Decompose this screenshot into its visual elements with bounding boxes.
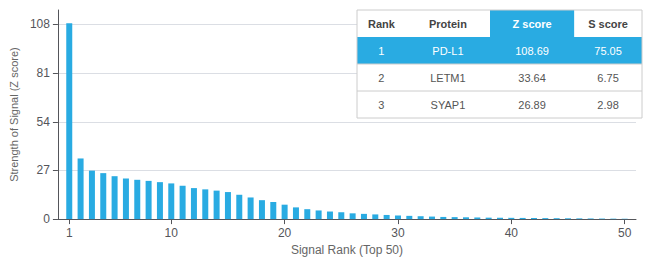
svg-text:Z score: Z score	[513, 18, 552, 30]
svg-text:54: 54	[37, 115, 51, 129]
svg-text:LETM1: LETM1	[430, 72, 465, 84]
svg-text:50: 50	[618, 226, 632, 240]
svg-text:Rank: Rank	[368, 18, 396, 30]
svg-text:108: 108	[30, 17, 50, 31]
svg-text:40: 40	[505, 226, 519, 240]
svg-text:6.75: 6.75	[597, 72, 618, 84]
svg-text:S score: S score	[588, 18, 628, 30]
svg-text:26.89: 26.89	[518, 99, 546, 111]
svg-text:108.69: 108.69	[515, 45, 549, 57]
svg-text:2: 2	[378, 72, 384, 84]
svg-text:33.64: 33.64	[518, 72, 546, 84]
svg-text:27: 27	[37, 163, 51, 177]
svg-text:PD-L1: PD-L1	[432, 45, 463, 57]
svg-text:Protein: Protein	[429, 18, 467, 30]
svg-text:2.98: 2.98	[597, 99, 618, 111]
svg-text:75.05: 75.05	[594, 45, 622, 57]
svg-text:20: 20	[278, 226, 292, 240]
svg-text:0: 0	[43, 212, 50, 226]
svg-text:Strength of Signal (Z score): Strength of Signal (Z score)	[8, 47, 20, 182]
svg-text:10: 10	[165, 226, 179, 240]
svg-text:Signal Rank (Top 50): Signal Rank (Top 50)	[291, 243, 403, 257]
svg-text:1: 1	[378, 45, 384, 57]
svg-text:SYAP1: SYAP1	[431, 99, 466, 111]
svg-text:30: 30	[391, 226, 405, 240]
svg-text:1: 1	[66, 226, 73, 240]
svg-text:3: 3	[378, 99, 384, 111]
svg-text:81: 81	[37, 66, 51, 80]
